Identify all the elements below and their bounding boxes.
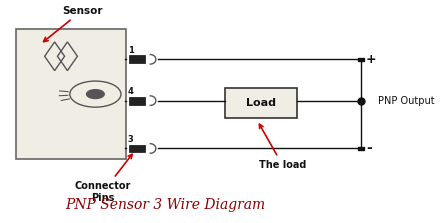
Bar (129, 97, 145, 105)
Bar (129, 55, 145, 63)
Bar (358, 58, 363, 61)
Circle shape (70, 81, 121, 107)
Text: 3: 3 (128, 135, 134, 144)
Text: 4: 4 (128, 87, 134, 96)
Text: 1: 1 (128, 45, 134, 55)
Circle shape (86, 90, 104, 99)
Text: PNP Sensor 3 Wire Diagram: PNP Sensor 3 Wire Diagram (65, 198, 265, 212)
Text: The load: The load (259, 124, 306, 170)
Text: +: + (366, 53, 377, 66)
Bar (224, 88, 297, 118)
Text: -: - (366, 141, 372, 155)
Bar (358, 147, 363, 150)
Text: PNP Output: PNP Output (378, 96, 434, 106)
Bar (129, 145, 145, 152)
Bar (16, 29, 127, 159)
Text: Connector
Pins: Connector Pins (75, 154, 132, 203)
Text: Sensor: Sensor (43, 6, 102, 42)
Text: Load: Load (246, 98, 276, 108)
